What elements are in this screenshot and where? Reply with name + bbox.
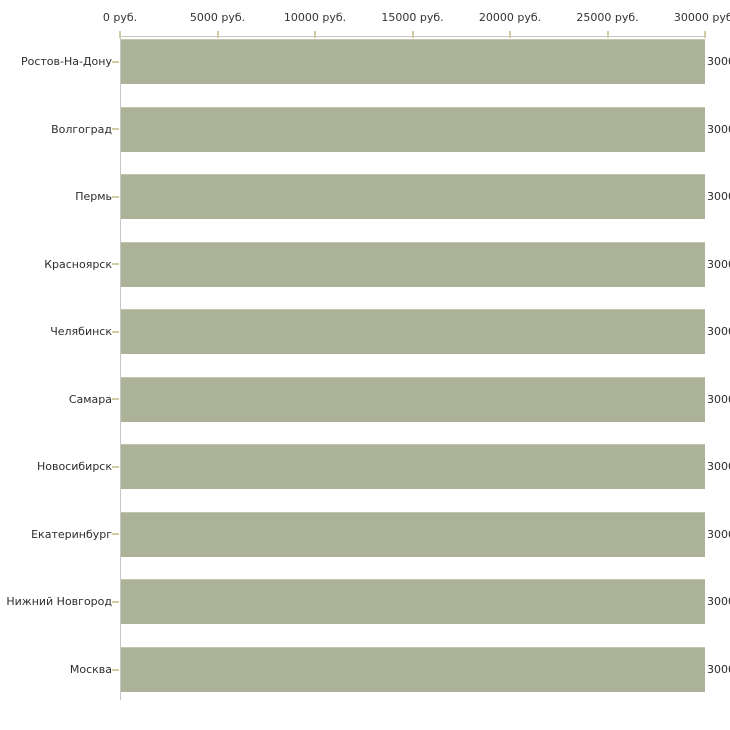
category-label: Нижний Новгород	[6, 595, 112, 609]
category-label: Волгоград	[51, 122, 112, 136]
bar-value-label: 30000 руб.	[707, 595, 730, 609]
bar-value-label: 30000 руб.	[707, 527, 730, 541]
bar-value-label: 30000 руб.	[707, 257, 730, 271]
y-tick-mark	[112, 263, 119, 266]
x-tick-label: 20000 руб.	[478, 11, 542, 24]
category-label: Пермь	[75, 190, 112, 204]
x-tick-mark	[314, 31, 316, 38]
x-tick-mark	[119, 31, 121, 38]
x-tick-mark	[606, 31, 609, 38]
y-tick-mark	[112, 533, 119, 536]
category-label: Самара	[68, 392, 112, 406]
x-tick-mark	[411, 31, 414, 38]
bar	[121, 174, 705, 220]
bar	[121, 39, 705, 84]
y-tick-mark	[112, 195, 119, 198]
y-tick-mark	[112, 398, 119, 401]
bar-value-label: 30000 руб.	[707, 392, 730, 406]
x-tick-label: 0 руб.	[102, 11, 138, 24]
y-tick-mark	[112, 60, 119, 63]
bar	[121, 309, 705, 355]
bar	[121, 106, 705, 152]
y-tick-mark	[112, 330, 119, 333]
bar	[121, 647, 705, 693]
category-label: Новосибирск	[36, 460, 112, 474]
bar	[121, 241, 705, 287]
category-label: Екатеринбург	[31, 527, 112, 541]
category-label: Москва	[69, 663, 112, 677]
y-tick-mark	[112, 465, 119, 468]
bar	[121, 579, 705, 625]
x-tick-mark	[216, 31, 219, 38]
x-tick-label: 10000 руб.	[283, 11, 347, 24]
x-tick-label: 25000 руб.	[576, 11, 639, 24]
bar	[121, 511, 705, 557]
x-tick-mark	[704, 31, 706, 38]
category-label: Ростов-На-Дону	[20, 55, 112, 68]
x-tick-label: 15000 руб.	[381, 11, 444, 24]
bar-value-label: 30000 руб.	[707, 55, 730, 68]
category-label: Красноярск	[44, 257, 112, 271]
y-tick-mark	[112, 128, 119, 131]
x-tick-label: 5000 руб.	[189, 11, 246, 24]
bar-value-label: 30000 руб.	[707, 325, 730, 339]
bar-value-label: 30000 руб.	[707, 663, 730, 677]
category-label: Челябинск	[50, 325, 112, 339]
y-tick-mark	[112, 600, 119, 603]
bar-value-label: 30000 руб.	[707, 460, 730, 474]
y-tick-mark	[112, 668, 119, 671]
y-axis-line	[120, 36, 121, 700]
bar-value-label: 30000 руб.	[707, 122, 730, 136]
bar	[121, 444, 705, 490]
x-tick-mark	[509, 31, 511, 38]
x-tick-label: 30000 руб.	[673, 11, 730, 24]
bar	[121, 376, 705, 422]
bar-value-label: 30000 руб.	[707, 190, 730, 204]
